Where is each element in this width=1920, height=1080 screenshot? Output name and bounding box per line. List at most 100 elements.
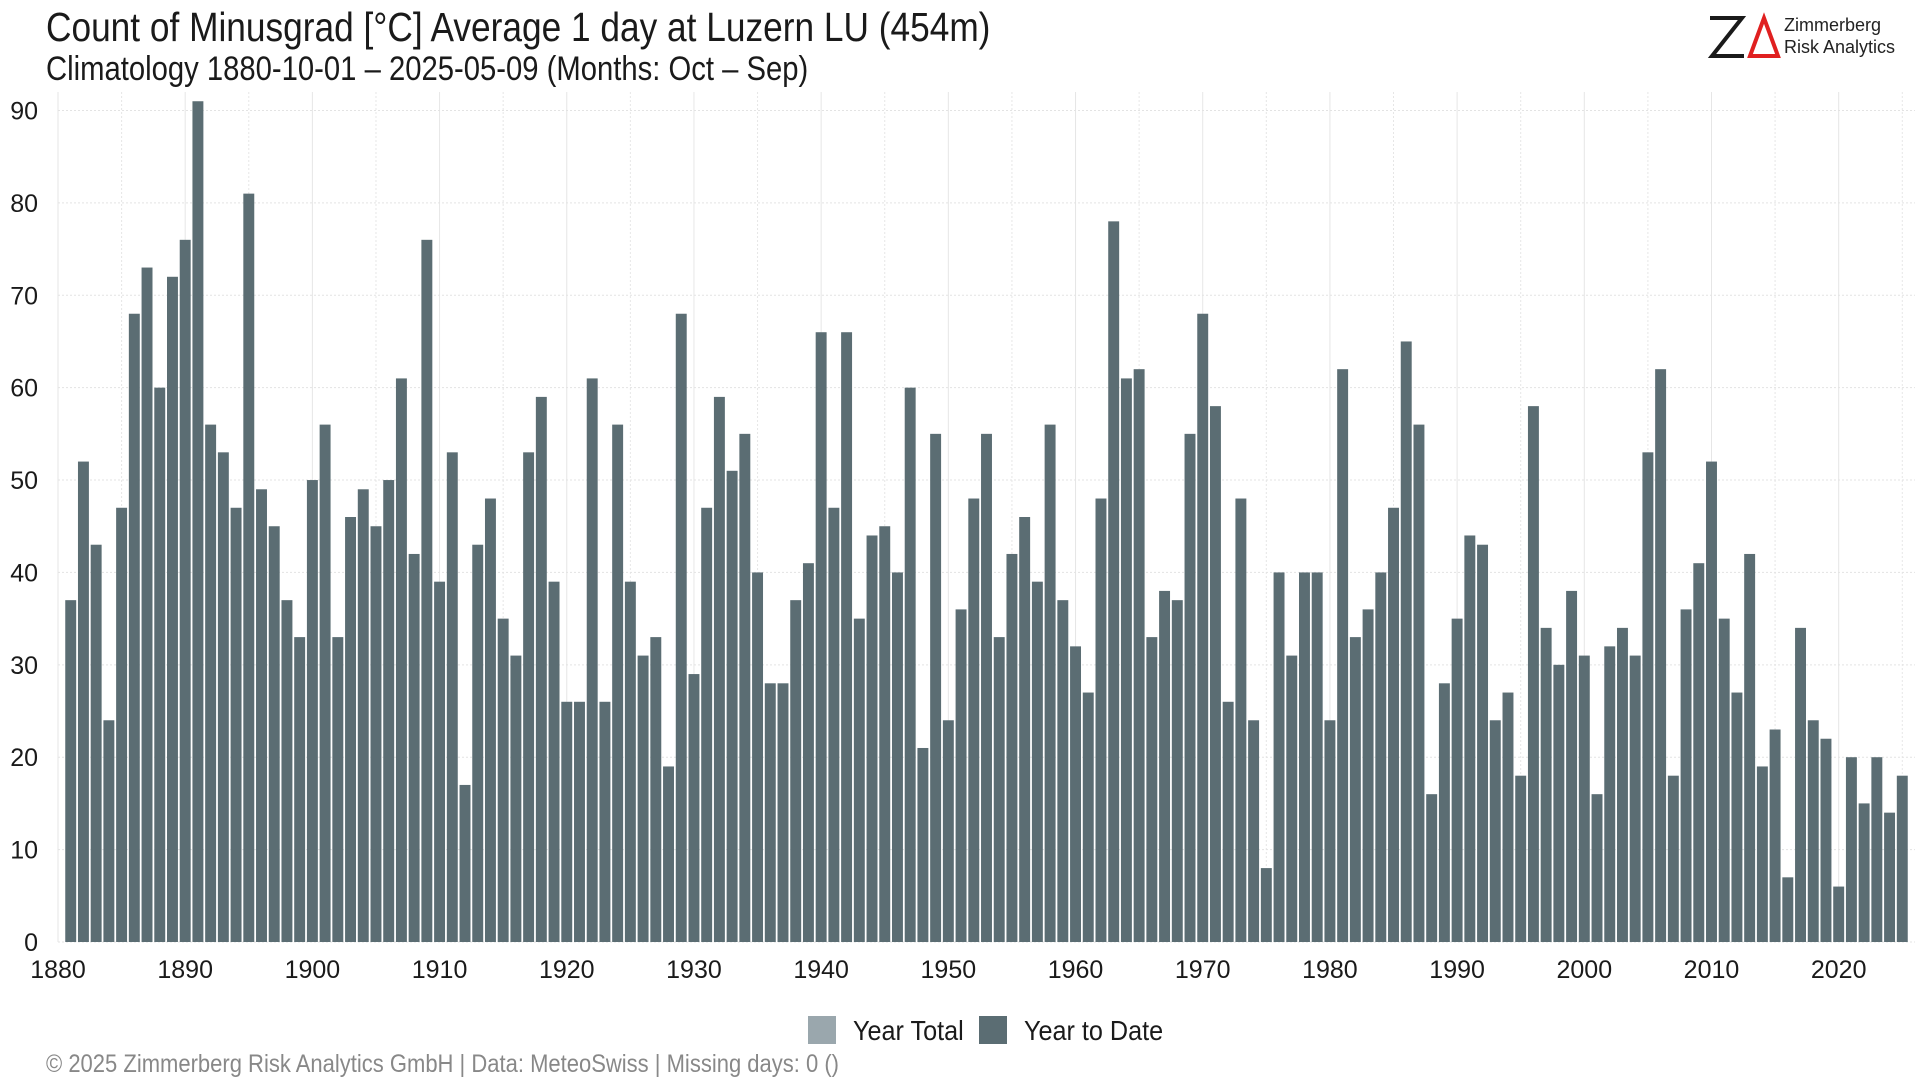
bar-1903 <box>345 517 357 942</box>
bar-1904 <box>357 489 369 942</box>
legend-label-year-to-date: Year to Date <box>1024 1015 1164 1046</box>
logo-line-2: Risk Analytics <box>1784 37 1896 57</box>
y-tick-label: 10 <box>10 837 38 865</box>
bar-1938 <box>790 600 802 942</box>
bar-1910 <box>434 581 446 942</box>
bar-1977 <box>1286 655 1298 942</box>
bar-1893 <box>217 452 229 942</box>
bar-1944 <box>866 535 878 942</box>
bar-2001 <box>1591 794 1603 942</box>
bar-1905 <box>370 526 382 942</box>
bar-1882 <box>77 461 89 942</box>
bar-1962 <box>1095 498 1107 942</box>
bar-2000 <box>1578 655 1590 942</box>
bar-1982 <box>1349 637 1361 942</box>
bar-1906 <box>383 480 395 942</box>
bar-2022 <box>1858 803 1870 942</box>
x-tick-label: 2020 <box>1811 956 1867 984</box>
bar-1968 <box>1171 600 1183 942</box>
chart-subtitle: Climatology 1880-10-01 – 2025-05-09 (Mon… <box>46 50 809 88</box>
bar-2025 <box>1896 775 1908 942</box>
bar-1955 <box>1006 553 1018 942</box>
bar-2017 <box>1795 627 1806 942</box>
bar-2021 <box>1845 757 1857 942</box>
bar-1881 <box>65 600 77 942</box>
bar-2016 <box>1782 877 1794 942</box>
bar-2007 <box>1667 775 1679 942</box>
bar-1943 <box>853 618 865 942</box>
x-tick-label: 1880 <box>30 956 86 984</box>
bar-1936 <box>764 683 776 942</box>
bar-1984 <box>1375 572 1387 942</box>
bar-1917 <box>523 452 535 942</box>
x-tick-label: 1970 <box>1175 956 1231 984</box>
bar-1925 <box>624 581 636 942</box>
bar-1937 <box>777 683 789 942</box>
bar-1952 <box>968 498 980 942</box>
bar-2020 <box>1833 886 1845 942</box>
bar-1891 <box>192 101 204 942</box>
bar-1979 <box>1311 572 1323 942</box>
bar-1999 <box>1566 590 1578 942</box>
bar-1934 <box>739 433 751 942</box>
bar-1942 <box>841 332 853 942</box>
legend-label-year-total: Year Total <box>853 1015 964 1046</box>
bar-1885 <box>116 507 128 942</box>
bar-1907 <box>395 378 407 942</box>
x-tick-label: 1990 <box>1429 956 1485 984</box>
bars <box>65 101 1908 943</box>
legend: Year Total Year to Date <box>0 1015 1920 1047</box>
y-tick-label: 40 <box>10 559 38 587</box>
bar-1959 <box>1057 600 1069 942</box>
y-tick-label: 30 <box>10 652 38 680</box>
bar-1963 <box>1108 221 1120 942</box>
bar-1992 <box>1477 544 1489 942</box>
bar-1970 <box>1197 313 1209 942</box>
bar-1896 <box>256 489 267 942</box>
y-tick-label: 50 <box>10 467 38 495</box>
bar-1930 <box>688 674 700 942</box>
bar-1923 <box>599 701 611 942</box>
logo-text: Zimmerberg Risk Analytics <box>1784 14 1895 58</box>
bar-1986 <box>1400 341 1412 942</box>
bar-1913 <box>472 544 484 942</box>
bar-1958 <box>1044 424 1056 942</box>
legend-swatch-year-to-date <box>979 1016 1007 1044</box>
bar-1971 <box>1209 406 1221 942</box>
bar-1974 <box>1248 720 1260 942</box>
bar-1964 <box>1120 378 1132 942</box>
bar-2013 <box>1744 553 1756 942</box>
bar-1940 <box>815 332 827 942</box>
bar-1978 <box>1299 572 1310 942</box>
bar-1988 <box>1426 794 1438 942</box>
bar-1912 <box>459 784 471 942</box>
bar-1985 <box>1388 507 1399 942</box>
bar-1991 <box>1464 535 1476 942</box>
bar-1898 <box>281 600 293 942</box>
bar-1972 <box>1222 701 1234 942</box>
bar-1887 <box>141 267 153 943</box>
bar-1900 <box>306 480 318 942</box>
chart-title: Count of Minusgrad [°C] Average 1 day at… <box>46 4 991 50</box>
x-tick-label: 1890 <box>157 956 213 984</box>
bar-1888 <box>154 387 166 942</box>
y-tick-label: 90 <box>10 97 38 125</box>
bar-1973 <box>1235 498 1247 942</box>
bar-1993 <box>1489 720 1501 942</box>
bar-1945 <box>879 526 891 942</box>
bar-1996 <box>1527 406 1539 942</box>
bar-1987 <box>1413 424 1425 942</box>
bar-1932 <box>713 396 725 942</box>
x-tick-label: 1940 <box>793 956 849 984</box>
bar-1980 <box>1324 720 1336 942</box>
bar-1929 <box>675 313 687 942</box>
bar-2003 <box>1616 627 1628 942</box>
bar-1915 <box>497 618 509 942</box>
bar-1954 <box>993 637 1005 942</box>
bar-1947 <box>904 387 916 942</box>
bar-1931 <box>701 507 713 942</box>
bar-1908 <box>408 553 420 942</box>
bar-2019 <box>1820 738 1832 942</box>
bar-2024 <box>1884 812 1896 942</box>
bar-1961 <box>1082 692 1094 942</box>
